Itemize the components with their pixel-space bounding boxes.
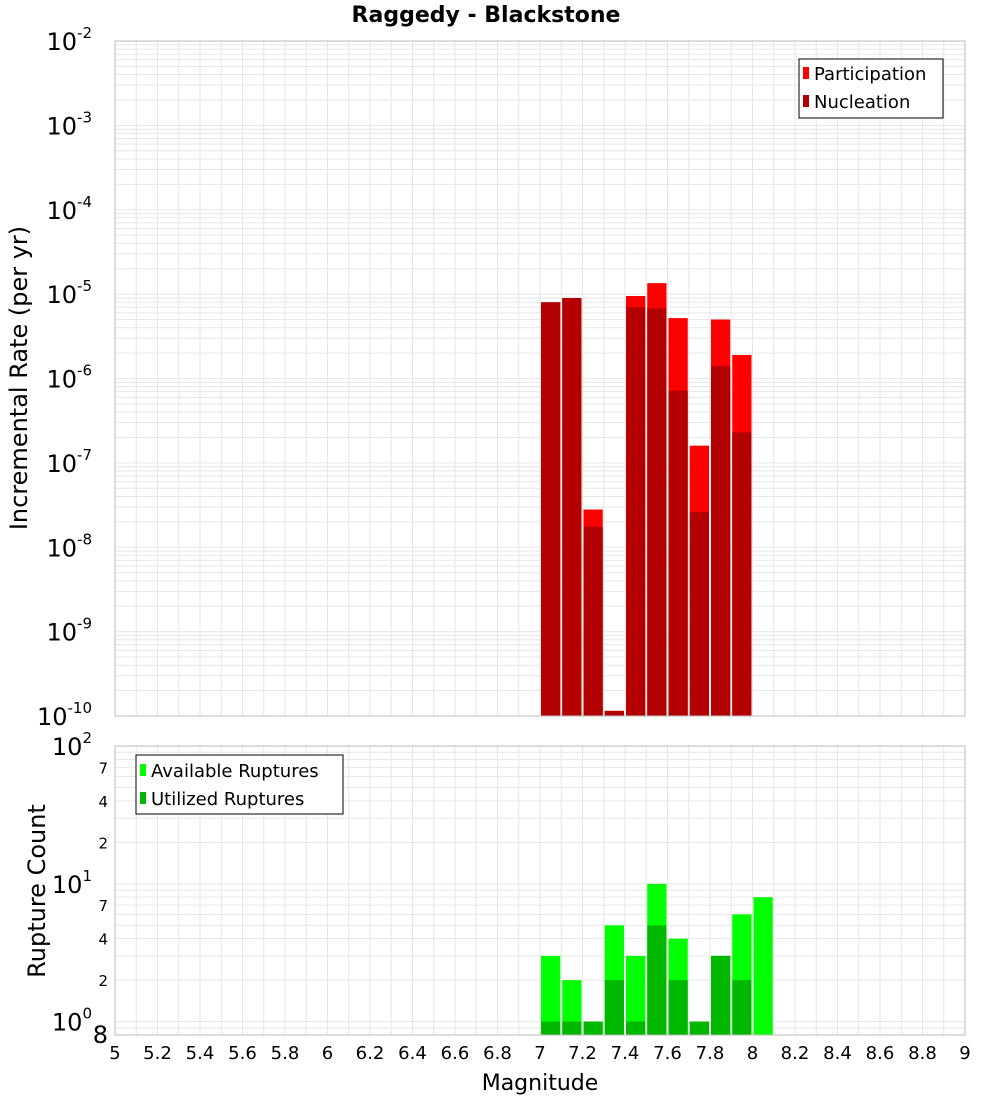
count-minor-tick-label: 2	[98, 972, 108, 990]
x-axis-title: Magnitude	[482, 1071, 599, 1096]
nucleation-bar	[689, 512, 709, 716]
utilized-bar	[604, 980, 624, 1035]
nucleation-bar	[626, 307, 646, 716]
nucleation-bar	[711, 366, 731, 716]
available-bar	[626, 955, 646, 1035]
x-tick-label: 6.4	[398, 1043, 427, 1064]
nucleation-bar	[583, 526, 603, 716]
x-tick-label: 6	[322, 1043, 333, 1064]
x-tick-label: 5	[109, 1043, 120, 1064]
rate-plot-bars	[541, 283, 752, 716]
rate-tick-label: 10-2	[46, 24, 92, 56]
utilized-swatch	[140, 792, 146, 804]
x-tick-label: 7.6	[653, 1043, 682, 1064]
x-tick-label: 5.6	[228, 1043, 257, 1064]
x-axis-ticks: 5 5.2 5.4 5.6 5.8 6 6.2 6.4 6.6 6.8 7 7.2 7.4 7.6 7.8 8…	[109, 1043, 970, 1064]
legend-nucleation: Nucleation	[814, 92, 910, 113]
participation-swatch	[803, 67, 809, 79]
x-tick-label: 6.6	[441, 1043, 470, 1064]
count-minor-tick-label: 4	[98, 793, 108, 811]
nucleation-bar	[541, 302, 561, 716]
available-bar	[562, 980, 582, 1035]
utilized-bar	[626, 1021, 646, 1035]
x-tick-label: 9	[959, 1043, 970, 1064]
nucleation-bar	[668, 390, 688, 716]
count-minor-tick-label: 8	[93, 1021, 108, 1049]
rate-y-axis-title: Incremental Rate (per yr)	[5, 226, 33, 530]
x-tick-label: 6.8	[483, 1043, 512, 1064]
utilized-bar	[562, 1021, 582, 1035]
x-tick-label: 5.8	[271, 1043, 300, 1064]
legend-participation: Participation	[814, 64, 926, 85]
count-legend-box	[135, 754, 344, 815]
x-tick-label: 8.2	[781, 1043, 810, 1064]
utilized-bar	[541, 1021, 561, 1035]
x-tick-label: 8.6	[866, 1043, 895, 1064]
count-plot-bars	[541, 883, 773, 1035]
x-tick-label: 7.2	[568, 1043, 597, 1064]
x-tick-label: 7.8	[696, 1043, 725, 1064]
count-minor-tick-label: 7	[98, 897, 108, 915]
x-tick-label: 7	[534, 1043, 545, 1064]
x-tick-label: 8.4	[823, 1043, 852, 1064]
x-tick-label: 8.8	[908, 1043, 937, 1064]
available-bar	[753, 897, 773, 1035]
count-plot-frame	[114, 745, 966, 1036]
rate-tick-label: 10-6	[46, 362, 92, 394]
count-tick-label: 101	[52, 867, 92, 899]
utilized-bar	[583, 1021, 603, 1035]
legend-available: Available Ruptures	[151, 761, 319, 782]
nucleation-bar	[562, 297, 582, 716]
rate-legend-box	[798, 58, 944, 119]
rate-legend: Participation Nucleation	[798, 58, 944, 119]
utilized-bar	[689, 1021, 709, 1035]
rate-tick-label: 10-10	[37, 699, 92, 731]
count-tick-label: 100	[52, 1005, 92, 1037]
x-tick-label: 7.4	[611, 1043, 640, 1064]
rate-tick-label: 10-7	[46, 446, 92, 478]
count-minor-tick-label: 7	[98, 759, 108, 777]
rate-tick-label: 10-9	[46, 615, 92, 647]
utilized-bar	[732, 980, 752, 1035]
count-y-axis-ticks: 100 101 102 8 2 4 7 2 4 7	[52, 729, 108, 1049]
available-bar	[541, 955, 561, 1035]
count-y-axis-title: Rupture Count	[23, 804, 51, 978]
count-legend: Available Ruptures Utilized Ruptures	[135, 754, 344, 815]
utilized-bar	[668, 980, 688, 1035]
x-tick-label: 5.4	[186, 1043, 215, 1064]
count-tick-label: 102	[52, 729, 92, 761]
rate-plot-grid	[114, 41, 966, 717]
x-tick-label: 6.2	[356, 1043, 385, 1064]
utilized-bar	[647, 925, 667, 1035]
count-minor-tick-label: 4	[98, 931, 108, 949]
rate-tick-label: 10-5	[46, 277, 92, 309]
x-tick-label: 8	[747, 1043, 758, 1064]
available-swatch	[140, 764, 146, 776]
utilized-bar	[711, 955, 731, 1035]
nucleation-bar	[732, 432, 752, 716]
legend-utilized: Utilized Ruptures	[151, 789, 304, 810]
nucleation-bar	[604, 710, 624, 716]
rate-tick-label: 10-8	[46, 530, 92, 562]
count-minor-tick-label: 2	[98, 834, 108, 852]
rate-y-axis-ticks: 10-10 10-9 10-8 10-7 10-6 10-5 10-4 10-3 10-2	[37, 24, 92, 731]
rate-tick-label: 10-4	[46, 193, 92, 225]
rate-plot-frame	[114, 40, 966, 717]
nucleation-swatch	[803, 95, 809, 107]
x-tick-label: 5.2	[143, 1043, 172, 1064]
rate-tick-label: 10-3	[46, 108, 92, 140]
chart-title: Raggedy - Blackstone	[352, 3, 621, 28]
nucleation-bar	[647, 308, 667, 716]
